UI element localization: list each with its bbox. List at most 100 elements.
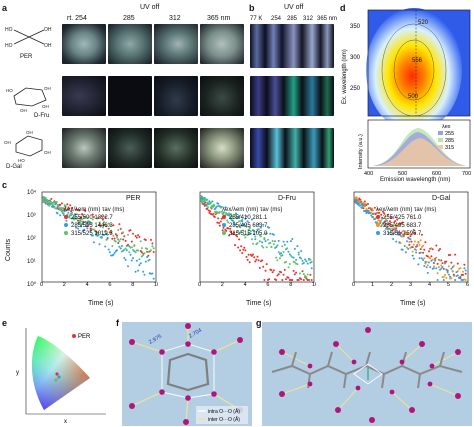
decay-point xyxy=(98,243,101,246)
decay-point xyxy=(363,205,366,208)
decay-point xyxy=(390,216,393,219)
decay-point xyxy=(408,243,411,246)
decay-point xyxy=(257,223,260,226)
panel-b-label: b xyxy=(249,3,255,13)
decay-point xyxy=(47,201,49,204)
legend-dot xyxy=(64,223,68,227)
decay-legend-row: 315/510 596.7 xyxy=(376,230,436,238)
decay-xtick: 10 xyxy=(154,282,158,286)
decay-point xyxy=(269,242,272,244)
decay-point xyxy=(276,274,279,277)
decay-xtick: 0 xyxy=(40,282,43,286)
decay-point xyxy=(78,209,81,212)
decay-point xyxy=(252,242,254,245)
decay-point xyxy=(389,228,391,230)
decay-point xyxy=(116,249,118,252)
decay-point xyxy=(253,233,256,236)
decay-point xyxy=(293,273,296,276)
decay-xtick: 2 xyxy=(221,282,224,286)
legend-text: 255/410 281.1 xyxy=(229,215,268,221)
decay-point xyxy=(415,251,418,254)
decay-point xyxy=(207,206,209,209)
decay-point xyxy=(394,224,397,227)
decay-point xyxy=(241,252,244,254)
decay-point xyxy=(227,227,230,230)
decay-point xyxy=(67,211,70,214)
decay-point xyxy=(277,251,280,254)
decay-point xyxy=(413,240,416,243)
decay-point xyxy=(57,205,60,208)
decay-point xyxy=(92,241,95,244)
decay-point xyxy=(113,237,116,240)
decay-point xyxy=(252,253,254,256)
decay-point xyxy=(127,265,129,268)
decay-point xyxy=(388,231,390,234)
decay-point xyxy=(424,241,427,244)
decay-point xyxy=(436,272,439,275)
decay-point xyxy=(233,221,235,224)
decay-point xyxy=(87,220,90,222)
decay-point xyxy=(69,214,72,217)
decay-point xyxy=(125,245,128,248)
decay-point xyxy=(403,245,406,247)
decay-point xyxy=(103,223,106,226)
panel-c-label: c xyxy=(2,180,8,190)
decay-point xyxy=(410,240,413,243)
decay-point xyxy=(268,226,271,229)
decay-point xyxy=(301,270,304,273)
decay-point xyxy=(356,197,358,200)
decay-point xyxy=(419,248,422,251)
cie-legend-per: PER xyxy=(78,334,91,340)
decay-point xyxy=(394,228,397,231)
decay-point xyxy=(250,238,253,241)
decay-point xyxy=(423,248,426,251)
decay-point xyxy=(386,226,388,229)
svg-text:OH: OH xyxy=(4,140,11,145)
decay-point xyxy=(282,251,285,253)
decay-point xyxy=(147,254,150,257)
tube-photo-row-2 xyxy=(250,76,334,116)
legend-text: 315/525 1019.3 xyxy=(71,231,113,237)
decay-point xyxy=(356,199,358,202)
decay-point xyxy=(238,238,241,241)
decay-point xyxy=(205,204,208,207)
decay-point xyxy=(262,223,265,226)
decay-point xyxy=(309,273,312,276)
molecule-label-per: PER xyxy=(20,54,33,60)
decay-point xyxy=(293,261,296,264)
decay-point xyxy=(265,263,268,266)
per-structure: HO OH HO OH xyxy=(5,27,52,49)
decay-point xyxy=(261,241,264,244)
decay-point xyxy=(429,266,432,268)
c-ytick-2: 10² xyxy=(27,236,36,242)
decay-point xyxy=(413,232,416,235)
decay-point xyxy=(392,238,395,240)
decay-point xyxy=(228,212,231,215)
photo-per-285 xyxy=(108,24,152,64)
decay-point xyxy=(233,231,235,234)
crystal-packing-f: 2.704 2.975 intra O···O (Å) inter O···O … xyxy=(122,322,252,426)
decay-point xyxy=(426,264,429,267)
decay-point xyxy=(463,267,466,270)
decay-point xyxy=(360,206,363,209)
decay-point xyxy=(445,268,448,271)
decay-point xyxy=(435,244,438,247)
decay-point xyxy=(295,271,298,274)
decay-point xyxy=(128,251,131,254)
decay-point xyxy=(218,222,220,224)
decay-point xyxy=(249,230,252,233)
d-legend-285: 285 xyxy=(445,138,454,144)
decay-point xyxy=(128,245,131,248)
panel-b-uv-off: UV off xyxy=(284,4,304,11)
photo-dfru-365 xyxy=(200,76,244,116)
decay-point xyxy=(237,216,240,219)
decay-xtick: 6 xyxy=(108,282,111,286)
decay-point xyxy=(200,196,202,198)
decay-legend-row: 285/495 683.7 xyxy=(376,222,436,230)
d-ytick-300: 300 xyxy=(350,55,361,61)
decay-point xyxy=(285,248,287,251)
decay-point xyxy=(383,221,386,224)
decay-point xyxy=(151,245,154,248)
decay-point xyxy=(135,236,138,239)
decay-point xyxy=(296,245,299,248)
